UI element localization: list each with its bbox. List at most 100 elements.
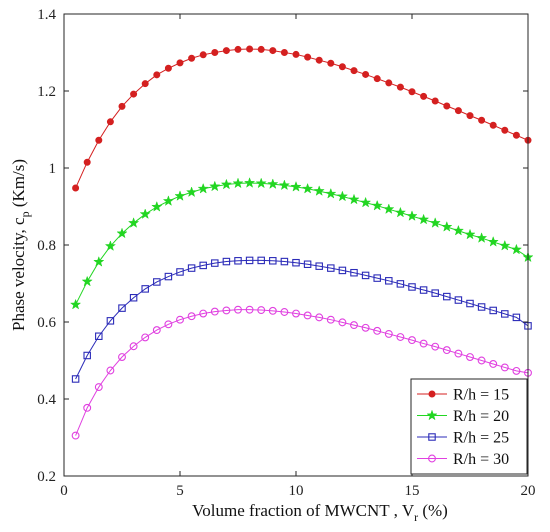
series-1-point <box>350 67 358 75</box>
y-tick-label: 1 <box>49 161 57 177</box>
legend-label-3: R/h = 25 <box>453 430 509 447</box>
series-2-point <box>232 177 244 189</box>
series-1-point <box>211 49 219 56</box>
series-3-point <box>199 261 207 270</box>
series-3-point <box>454 296 463 304</box>
series-3-point <box>129 293 138 302</box>
y-axis-label: Phase velocity, cp (Km/s) <box>9 159 32 331</box>
series-1-point <box>489 121 497 129</box>
series-2-point <box>127 217 140 228</box>
series-4-point <box>477 356 486 365</box>
series-line-2 <box>75 182 529 305</box>
series-4-point <box>187 312 196 321</box>
series-4-point <box>315 313 324 322</box>
series-3-point <box>280 257 289 266</box>
series-3-point <box>315 262 323 270</box>
series-1-point <box>431 97 439 105</box>
series-3-point <box>396 280 405 288</box>
series-2-point <box>139 208 151 220</box>
series-2-point <box>151 200 163 212</box>
plot-frame <box>63 13 529 477</box>
legend: R/h = 15 R/h = 20 R/h = 25 R/h = 30 <box>410 378 528 475</box>
series-2-point <box>185 186 198 198</box>
series-2-point <box>209 180 221 192</box>
series-3-point <box>292 258 300 267</box>
series-1-point <box>396 83 404 91</box>
x-tick-label: 20 <box>521 483 536 499</box>
series-1-point <box>408 88 416 96</box>
series-4-point <box>489 360 498 368</box>
series-4-point <box>94 383 103 392</box>
legend-label-2: R/h = 20 <box>453 408 509 425</box>
series-2-point <box>383 203 395 215</box>
series-4-point <box>106 366 115 375</box>
series-4-point <box>164 320 173 329</box>
x-tick-label: 15 <box>405 483 420 499</box>
series-1-point <box>199 51 207 59</box>
series-2-point <box>510 243 523 255</box>
series-4-point <box>152 326 161 335</box>
series-4-point <box>141 333 150 342</box>
series-4-point <box>234 305 242 314</box>
series-2-point <box>197 182 209 194</box>
series-1-point <box>234 45 242 53</box>
series-2-point <box>371 199 383 211</box>
series-1-point <box>304 53 312 61</box>
series-4-point <box>408 336 416 345</box>
series-2-point <box>174 190 186 201</box>
series-1-point <box>106 118 114 126</box>
series-1-point <box>141 80 149 88</box>
series-3-point <box>234 257 242 265</box>
series-line-4 <box>75 309 529 436</box>
series-1-point <box>420 92 428 100</box>
series-2-point <box>417 213 430 225</box>
series-2-point <box>464 228 476 240</box>
series-4-point <box>350 321 358 330</box>
series-2-point <box>441 220 453 232</box>
series-3-point <box>489 306 497 315</box>
series-2-point <box>255 177 267 189</box>
y-tick-label: 1.4 <box>37 7 56 23</box>
series-1-point <box>118 102 126 110</box>
series-4-point <box>466 353 474 361</box>
series-3-point <box>477 303 486 311</box>
series-1-point <box>327 59 335 67</box>
series-3-point <box>95 332 103 340</box>
x-axis-label: Volume fraction of MWCNT , Vr (%) <box>192 501 448 524</box>
series-3-point <box>222 257 231 266</box>
series-line-1 <box>75 48 529 189</box>
legend-marker-4 <box>428 454 436 463</box>
series-1-point <box>512 131 520 139</box>
series-3-point <box>350 268 358 277</box>
series-1-point <box>280 49 288 56</box>
series-2-point <box>348 193 360 205</box>
series-4-point <box>431 342 440 351</box>
series-3-point <box>176 268 184 276</box>
y-tick-label: 0.8 <box>37 238 56 254</box>
series-1-point <box>95 136 103 144</box>
series-1-point <box>292 50 300 58</box>
series-1-point <box>83 158 91 166</box>
series-4-point <box>210 307 219 316</box>
series-2-point <box>394 206 407 218</box>
series-4-point <box>199 309 208 318</box>
series-4-point <box>280 308 289 316</box>
series-2-point <box>104 240 117 251</box>
series-3-point <box>153 278 161 286</box>
series-4-point <box>326 315 335 324</box>
series-4-point <box>442 346 451 355</box>
series-2-point <box>93 255 105 267</box>
series-2-point <box>487 235 499 247</box>
series-4-point <box>257 306 266 315</box>
series-2-point <box>220 178 233 190</box>
ticks-layer: 0 5 10 15 20 0.2 0.4 0.6 0.8 1 1.2 1.4 <box>37 7 535 499</box>
series-3-point <box>443 292 451 301</box>
series-2-point <box>336 190 349 202</box>
series-4-point <box>396 333 405 341</box>
series-3-point <box>187 264 196 272</box>
series-3-point <box>141 285 149 293</box>
series-2-point <box>81 275 93 287</box>
series-4-point <box>419 339 428 348</box>
series-3-point <box>106 317 115 325</box>
series-1-point <box>257 45 265 53</box>
